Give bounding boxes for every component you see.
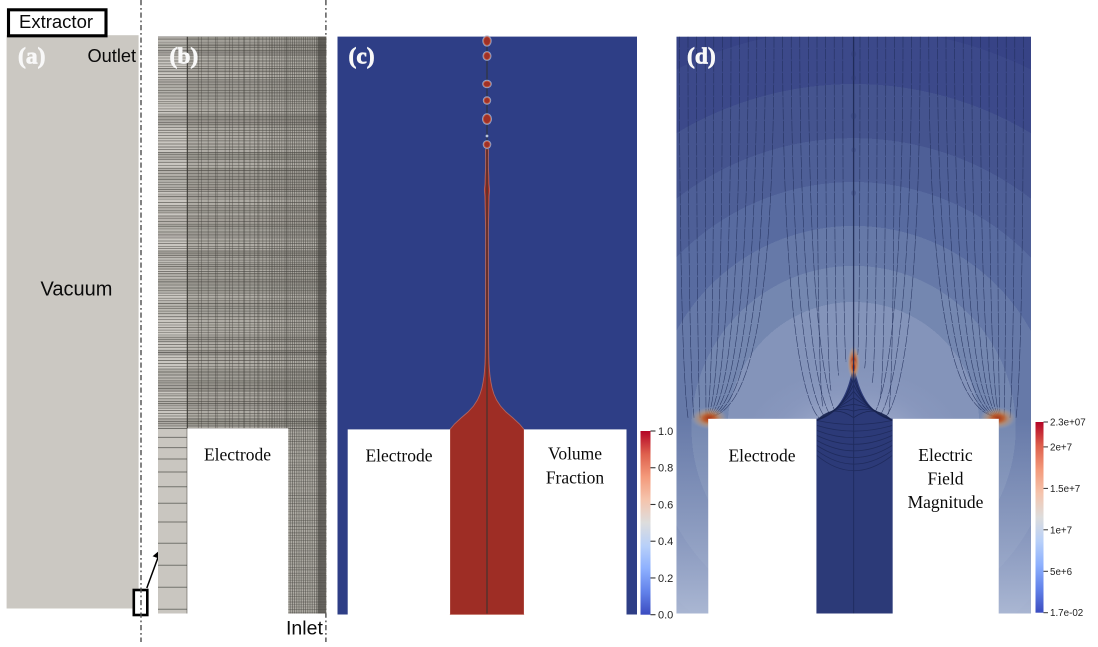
svg-text:Extractor: Extractor (19, 11, 93, 32)
svg-text:Vacuum: Vacuum (41, 279, 113, 301)
svg-text:0.0: 0.0 (658, 610, 673, 622)
svg-text:Magnitude: Magnitude (908, 492, 984, 512)
svg-text:Electrode: Electrode (365, 446, 432, 466)
svg-text:1.5e+7: 1.5e+7 (1050, 484, 1080, 495)
svg-text:2.3e+07: 2.3e+07 (1050, 418, 1086, 429)
svg-text:(a): (a) (18, 44, 45, 70)
svg-text:Electric: Electric (918, 445, 973, 465)
svg-text:Electrode: Electrode (728, 446, 795, 466)
svg-text:0.6: 0.6 (658, 499, 673, 511)
svg-text:Electrode: Electrode (204, 445, 271, 465)
svg-text:1.0: 1.0 (658, 426, 673, 438)
svg-text:0.2: 0.2 (658, 573, 673, 585)
svg-text:5e+6: 5e+6 (1050, 567, 1073, 578)
svg-text:Outlet: Outlet (88, 46, 137, 66)
svg-text:(c): (c) (349, 44, 375, 70)
svg-text:Field: Field (928, 469, 964, 489)
svg-text:1e+7: 1e+7 (1050, 525, 1072, 536)
svg-text:Fraction: Fraction (546, 468, 605, 488)
svg-text:Inlet: Inlet (286, 618, 323, 640)
svg-text:0.8: 0.8 (658, 463, 673, 475)
svg-text:0.4: 0.4 (658, 536, 673, 548)
svg-text:Volume: Volume (548, 444, 602, 464)
svg-text:(b): (b) (170, 44, 199, 70)
svg-text:(d): (d) (687, 44, 716, 70)
svg-text:1.7e-02: 1.7e-02 (1050, 608, 1083, 619)
svg-text:2e+7: 2e+7 (1050, 442, 1072, 453)
